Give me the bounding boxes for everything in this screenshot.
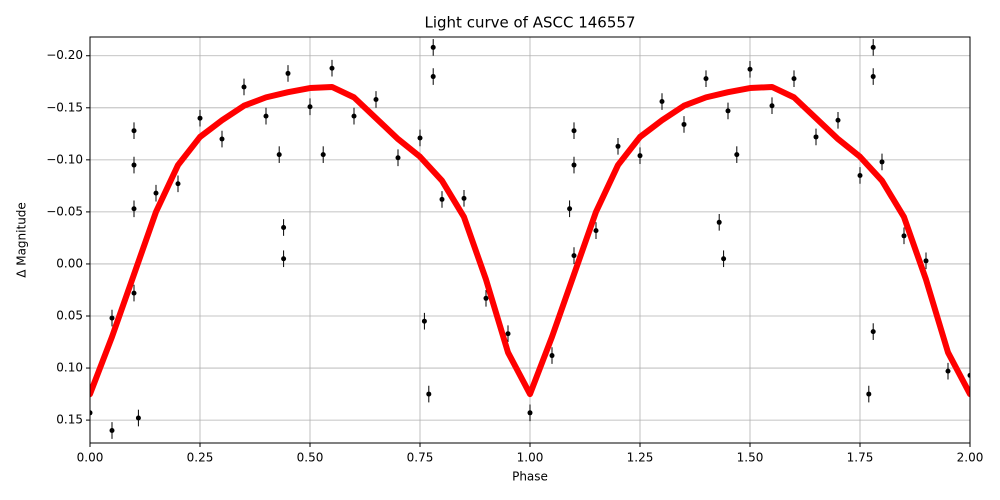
data-point [870, 44, 876, 50]
data-point [135, 415, 141, 421]
data-point [813, 134, 819, 140]
data-point [716, 219, 722, 225]
data-point [637, 153, 643, 159]
data-point [276, 152, 282, 158]
x-tick-label: 1.00 [517, 451, 544, 465]
grid [89, 37, 971, 443]
y-tick-label: −0.20 [46, 48, 83, 62]
data-point [153, 190, 159, 196]
data-point [659, 99, 665, 105]
data-point [835, 117, 841, 123]
data-point [791, 76, 797, 82]
data-point [109, 428, 115, 434]
data-point [615, 143, 621, 149]
data-point [571, 162, 577, 168]
data-point [351, 113, 357, 119]
data-point [430, 44, 436, 50]
data-point [307, 104, 313, 110]
data-point [109, 315, 115, 321]
data-point [131, 162, 137, 168]
data-point [769, 103, 775, 109]
y-tick-label: 0.05 [56, 308, 83, 322]
x-tick-label: 1.75 [847, 451, 874, 465]
data-point [90, 410, 93, 416]
data-point [681, 121, 687, 127]
model-curve [90, 83, 970, 398]
data-point [483, 295, 489, 301]
data-point [329, 65, 335, 71]
chart-title: Light curve of ASCC 146557 [425, 14, 636, 32]
data-point [870, 329, 876, 335]
data-point [263, 113, 269, 119]
x-tick-label: 1.25 [627, 451, 654, 465]
data-point [281, 225, 287, 231]
data-point [131, 128, 137, 134]
data-point [175, 181, 181, 187]
y-tick-label: 0.15 [56, 413, 83, 427]
data-point [734, 152, 740, 158]
y-tick-label: −0.10 [46, 152, 83, 166]
x-tick-label: 0.25 [187, 451, 214, 465]
data-point [571, 253, 577, 259]
data-point [430, 74, 436, 80]
x-tick-label: 0.75 [407, 451, 434, 465]
x-tick-label: 0.50 [297, 451, 324, 465]
data-point [417, 135, 423, 141]
data-point [241, 84, 247, 90]
data-point [870, 74, 876, 80]
data-point [421, 318, 427, 324]
data-point [571, 128, 577, 134]
data-point [439, 196, 445, 202]
data-point [426, 391, 432, 397]
data-point [593, 228, 599, 234]
x-tick-label: 0.00 [77, 451, 104, 465]
data-point [395, 155, 401, 161]
data-point [505, 331, 511, 337]
x-tick-label: 1.50 [737, 451, 764, 465]
data-point [747, 66, 753, 72]
y-tick-label: −0.05 [46, 204, 83, 218]
y-tick-label: 0.00 [56, 256, 83, 270]
x-tick-label: 2.00 [957, 451, 984, 465]
data-point [131, 206, 137, 212]
data-point [967, 372, 970, 378]
plot-area [90, 39, 970, 439]
data-point [197, 115, 203, 121]
data-point [281, 256, 287, 262]
data-point [219, 136, 225, 142]
data-point [285, 70, 291, 76]
data-point [549, 353, 555, 359]
data-point [567, 206, 573, 212]
x-axis-label: Phase [512, 470, 548, 484]
data-point [527, 410, 533, 416]
data-point [866, 391, 872, 397]
data-point [721, 256, 727, 262]
data-point [703, 76, 709, 82]
data-point [373, 96, 379, 102]
data-point [945, 368, 951, 374]
data-point [923, 258, 929, 264]
data-point [879, 159, 885, 165]
y-axis-label: Δ Magnitude [15, 202, 29, 278]
y-tick-label: −0.15 [46, 100, 83, 114]
y-tick-label: 0.10 [56, 361, 83, 375]
data-point [461, 195, 467, 201]
data-point [725, 108, 731, 114]
data-point [320, 152, 326, 158]
data-point [901, 233, 907, 239]
data-point [131, 290, 137, 296]
data-point [857, 172, 863, 178]
